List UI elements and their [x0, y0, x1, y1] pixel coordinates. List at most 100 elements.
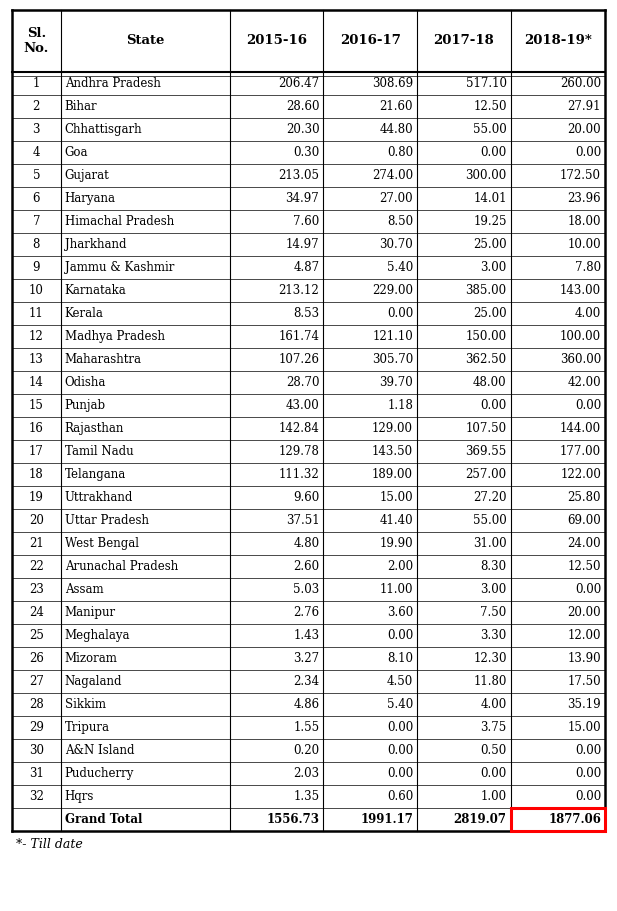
Text: 8: 8: [33, 238, 40, 251]
Text: 55.00: 55.00: [473, 123, 507, 136]
Text: Haryana: Haryana: [65, 192, 115, 205]
Text: 20: 20: [29, 514, 44, 527]
Text: 2016-17: 2016-17: [340, 35, 400, 47]
Text: 3.00: 3.00: [481, 583, 507, 596]
Text: 8.50: 8.50: [387, 215, 413, 228]
Text: 27.00: 27.00: [379, 192, 413, 205]
Text: 3.60: 3.60: [387, 606, 413, 619]
Text: 1.55: 1.55: [293, 721, 320, 734]
Text: 0.00: 0.00: [481, 767, 507, 780]
Text: 16: 16: [29, 422, 44, 435]
Text: 28: 28: [29, 698, 44, 711]
Text: 161.74: 161.74: [278, 330, 320, 343]
Text: 305.70: 305.70: [372, 353, 413, 366]
Text: 7: 7: [33, 215, 40, 228]
Text: 15.00: 15.00: [379, 491, 413, 504]
Text: Meghalaya: Meghalaya: [65, 629, 130, 642]
Text: 28.70: 28.70: [286, 376, 320, 389]
Text: 213.05: 213.05: [278, 169, 320, 182]
Text: 18: 18: [29, 468, 44, 481]
Text: 9: 9: [33, 261, 40, 274]
Text: 34.97: 34.97: [286, 192, 320, 205]
Text: 0.00: 0.00: [481, 146, 507, 159]
Text: 369.55: 369.55: [465, 445, 507, 458]
Text: 4.00: 4.00: [481, 698, 507, 711]
Text: 0.30: 0.30: [293, 146, 320, 159]
Text: Rajasthan: Rajasthan: [65, 422, 124, 435]
Text: Puducherry: Puducherry: [65, 767, 134, 780]
Text: 11.80: 11.80: [473, 675, 507, 688]
Text: West Bengal: West Bengal: [65, 537, 139, 550]
Text: 28.60: 28.60: [286, 100, 320, 113]
Text: 26: 26: [29, 652, 44, 665]
Text: 229.00: 229.00: [372, 284, 413, 297]
Text: 12.50: 12.50: [473, 100, 507, 113]
Text: 0.60: 0.60: [387, 790, 413, 803]
Text: Grand Total: Grand Total: [65, 813, 142, 826]
Text: 360.00: 360.00: [560, 353, 601, 366]
Text: 25.80: 25.80: [568, 491, 601, 504]
Text: 18.00: 18.00: [568, 215, 601, 228]
Text: 142.84: 142.84: [278, 422, 320, 435]
Text: Arunachal Pradesh: Arunachal Pradesh: [65, 560, 178, 573]
Text: 1.18: 1.18: [387, 399, 413, 412]
Text: 4.87: 4.87: [293, 261, 320, 274]
Text: Telangana: Telangana: [65, 468, 126, 481]
Text: 14: 14: [29, 376, 44, 389]
Text: 0.00: 0.00: [575, 399, 601, 412]
Text: 5: 5: [33, 169, 40, 182]
Text: 23: 23: [29, 583, 44, 596]
Text: 17.50: 17.50: [568, 675, 601, 688]
Text: 12.30: 12.30: [473, 652, 507, 665]
Text: 172.50: 172.50: [560, 169, 601, 182]
Text: 13: 13: [29, 353, 44, 366]
Text: State: State: [126, 35, 164, 47]
Text: Hqrs: Hqrs: [65, 790, 94, 803]
Text: 11: 11: [29, 307, 44, 320]
Text: Jharkhand: Jharkhand: [65, 238, 126, 251]
Text: 2017-18: 2017-18: [434, 35, 494, 47]
Text: 19.25: 19.25: [473, 215, 507, 228]
Text: Sikkim: Sikkim: [65, 698, 106, 711]
Text: 7.60: 7.60: [293, 215, 320, 228]
Text: Andhra Pradesh: Andhra Pradesh: [65, 77, 160, 90]
Text: 44.80: 44.80: [379, 123, 413, 136]
Text: 143.50: 143.50: [372, 445, 413, 458]
Text: 2.76: 2.76: [293, 606, 320, 619]
Bar: [511, 808, 605, 831]
Text: 0.00: 0.00: [387, 721, 413, 734]
Text: 12.00: 12.00: [568, 629, 601, 642]
Text: 121.10: 121.10: [372, 330, 413, 343]
Text: 2018-19*: 2018-19*: [524, 35, 592, 47]
Text: 55.00: 55.00: [473, 514, 507, 527]
Text: 257.00: 257.00: [466, 468, 507, 481]
Text: 1.00: 1.00: [481, 790, 507, 803]
Text: 10: 10: [29, 284, 44, 297]
Text: 27: 27: [29, 675, 44, 688]
Text: 2: 2: [33, 100, 40, 113]
Text: 37.51: 37.51: [286, 514, 320, 527]
Text: 517.10: 517.10: [466, 77, 507, 90]
Text: 5.40: 5.40: [387, 698, 413, 711]
Text: 300.00: 300.00: [465, 169, 507, 182]
Text: 42.00: 42.00: [568, 376, 601, 389]
Text: 23.96: 23.96: [568, 192, 601, 205]
Text: 13.90: 13.90: [568, 652, 601, 665]
Text: Tripura: Tripura: [65, 721, 110, 734]
Text: 1556.73: 1556.73: [267, 813, 320, 826]
Text: 4.80: 4.80: [293, 537, 320, 550]
Text: 0.00: 0.00: [575, 744, 601, 757]
Text: Manipur: Manipur: [65, 606, 116, 619]
Text: 3.27: 3.27: [293, 652, 320, 665]
Text: 4: 4: [33, 146, 40, 159]
Text: 31: 31: [29, 767, 44, 780]
Text: 0.20: 0.20: [293, 744, 320, 757]
Text: 0.00: 0.00: [387, 767, 413, 780]
Text: 0.50: 0.50: [481, 744, 507, 757]
Text: 4.00: 4.00: [575, 307, 601, 320]
Text: 2.34: 2.34: [293, 675, 320, 688]
Text: 177.00: 177.00: [560, 445, 601, 458]
Text: 25.00: 25.00: [473, 238, 507, 251]
Text: 260.00: 260.00: [560, 77, 601, 90]
Text: 7.50: 7.50: [481, 606, 507, 619]
